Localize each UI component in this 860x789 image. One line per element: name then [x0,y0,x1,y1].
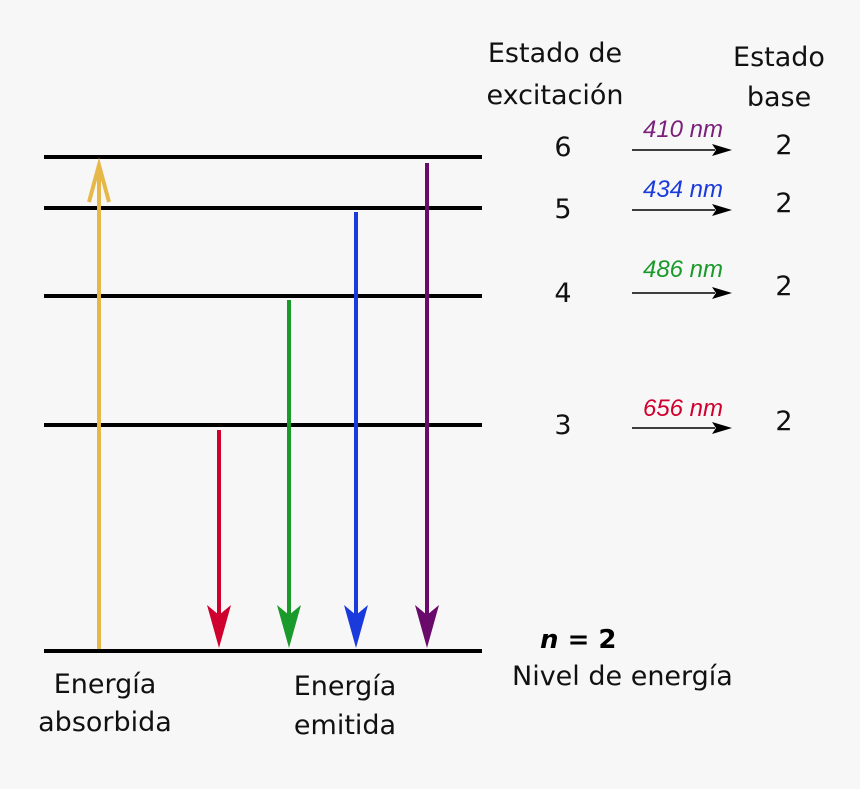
header-ground: Estado [733,42,825,73]
ground-level-caption: Nivel de energía [512,661,733,692]
value: = 2 [568,625,617,655]
wavelength: 410 nm [643,116,723,143]
wavelength: 486 nm [643,256,723,283]
wavelength: 656 nm [643,395,723,422]
emission-arrow-410 [415,163,439,648]
ground-state: 2 [775,130,792,161]
transition-row: 4 486 nm 2 [554,256,792,309]
header-excited: Estado de [488,38,622,69]
variable: n [540,625,559,655]
emission-arrow-434 [344,212,368,648]
excited-state: 4 [554,278,571,309]
emitted-caption: Energía [294,671,397,702]
header-ground: base [747,82,811,113]
transition-row: 5 434 nm 2 [554,176,792,225]
transition-row: 6 410 nm 2 [554,116,792,163]
emitted-caption: emitida [294,710,396,741]
excited-state: 3 [554,410,571,441]
excited-state: 6 [554,132,571,163]
absorption-arrow [87,157,111,649]
absorbed-caption: Energía [54,669,157,700]
transition-row: 3 656 nm 2 [554,395,792,441]
ground-level-label: n = 2 [540,625,617,655]
ground-state: 2 [775,406,792,437]
ground-state: 2 [775,188,792,219]
header-excited: excitación [486,80,623,111]
ground-state: 2 [775,271,792,302]
excited-state: 5 [554,194,571,225]
absorbed-caption: absorbida [38,707,172,738]
wavelength: 434 nm [643,176,723,203]
emission-arrow-656 [207,430,231,648]
emission-arrow-486 [277,300,301,648]
